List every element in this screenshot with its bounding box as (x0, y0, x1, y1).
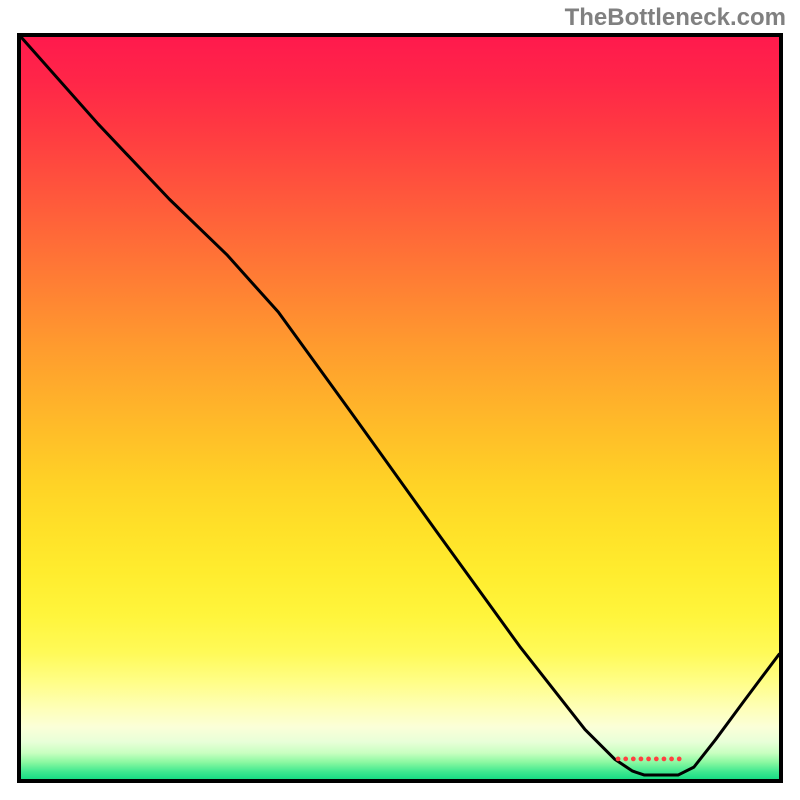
plot-frame (17, 33, 783, 783)
trough-dotted-marker: ●●●●●●●●● (615, 753, 684, 765)
watermark-text: TheBottleneck.com (565, 4, 786, 32)
